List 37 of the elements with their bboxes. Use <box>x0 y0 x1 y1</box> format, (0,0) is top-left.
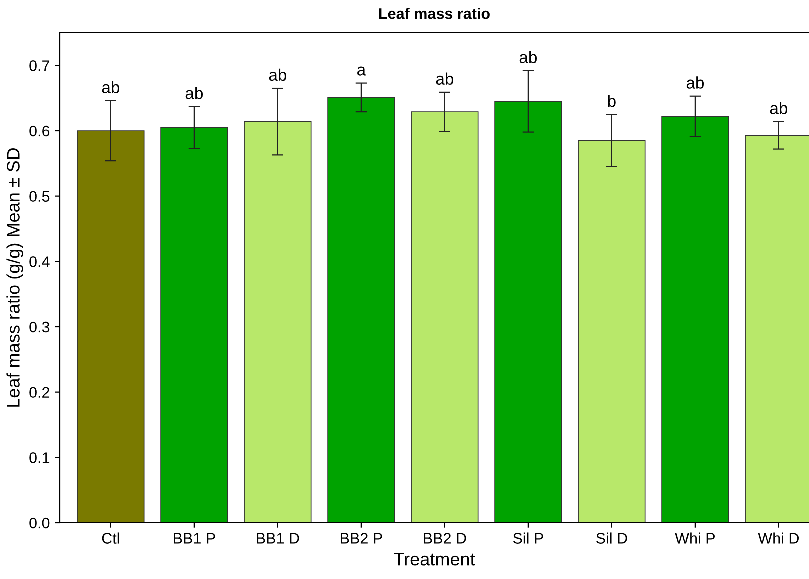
bar <box>494 101 562 523</box>
chart-title: Leaf mass ratio <box>379 8 490 20</box>
y-tick-label: 0.4 <box>30 256 50 268</box>
bar <box>328 97 396 523</box>
y-tick-label: 0.2 <box>30 387 50 398</box>
y-tick-label: 0.7 <box>30 60 50 72</box>
x-tick-label: Ctl <box>102 532 120 544</box>
bar <box>244 121 312 523</box>
x-tick-label: BB1 D <box>257 533 300 544</box>
y-tick-label: 0.1 <box>30 452 50 464</box>
annotation: ab <box>520 51 538 64</box>
annotation: ab <box>770 102 788 114</box>
bar <box>662 116 730 523</box>
x-tick-label: Sil P <box>513 532 544 544</box>
y-axis-title: Leaf mass ratio (g/g) Mean ± SD <box>6 148 24 407</box>
x-tick-label: BB2 P <box>341 533 382 544</box>
bar <box>411 112 479 523</box>
annotation: ab <box>436 72 454 85</box>
y-tick-label: 0.3 <box>30 322 50 333</box>
y-tick-label: 0.6 <box>30 126 50 137</box>
annotation: b <box>608 94 616 108</box>
x-tick-label: Whi P <box>675 532 716 544</box>
annotation: ab <box>269 68 287 82</box>
x-tick-label: Sil D <box>596 532 628 544</box>
annotation: ab <box>102 81 120 94</box>
bar <box>77 130 145 523</box>
annotation: ab <box>186 87 204 100</box>
annotation: a <box>358 66 366 76</box>
x-tick-label: BB1 P <box>174 533 216 544</box>
y-tick-label: 0.0 <box>30 518 50 529</box>
annotation: ab <box>686 76 704 89</box>
y-tick-label: 0.5 <box>30 191 50 202</box>
bar <box>578 140 646 523</box>
x-axis-title: Treatment <box>394 553 476 566</box>
x-tick-label: Whi D <box>758 532 800 544</box>
x-tick-label: BB2 D <box>424 533 466 544</box>
bar <box>160 127 228 523</box>
